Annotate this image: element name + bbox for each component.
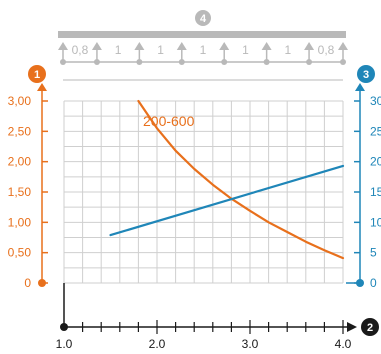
- support-triangle: [58, 42, 68, 50]
- left-axis-marker-1: [28, 65, 46, 83]
- left-axis-tick-label: 0,50: [8, 246, 32, 260]
- support-triangle: [338, 42, 348, 50]
- right-axis-marker-3: [357, 65, 375, 83]
- right-axis: 0 5 10 15 20 25 30: [346, 83, 381, 290]
- left-axis-marker-1-label: 1: [34, 69, 40, 81]
- support-triangle: [219, 42, 230, 50]
- span-length-label: 0,8: [72, 43, 89, 57]
- support-triangle: [91, 42, 102, 50]
- span-length-label: 1: [157, 43, 164, 57]
- support-node: [306, 59, 313, 65]
- bottom-axis-origin-dot: [60, 323, 68, 331]
- bottom-axis-marker-2: [361, 318, 379, 336]
- left-axis-tick-label: 1,00: [8, 215, 32, 229]
- left-axis: 0 0,50 1,00 1,50 2,00 2,50 3,00: [8, 83, 48, 290]
- support-node: [136, 59, 143, 65]
- grid: [63, 100, 344, 284]
- bottom-axis-tick-label: 2.0: [149, 337, 166, 351]
- bottom-axis-marker-2-label: 2: [367, 322, 373, 334]
- series-label: 200-600: [143, 113, 195, 129]
- support-node: [60, 59, 66, 65]
- right-axis-tick-label: 25: [370, 124, 381, 138]
- series-line-left-axis: [137, 99, 345, 260]
- span-length-label: 0,8: [318, 43, 335, 57]
- series-line-right-axis: [109, 164, 345, 237]
- span-marker-4-label: 4: [200, 13, 207, 25]
- support-node: [93, 59, 100, 65]
- span-length-label: 1: [200, 43, 207, 57]
- support-triangle: [261, 42, 272, 50]
- left-axis-tick-label: 0: [24, 276, 31, 290]
- bottom-axis: 1.0 2.0 3.0 4.0: [56, 283, 357, 351]
- support-node: [340, 59, 346, 65]
- left-axis-tick-label: 3,00: [8, 94, 32, 108]
- right-axis-tick-label: 15: [370, 185, 381, 199]
- right-axis-tick-label: 20: [370, 155, 381, 169]
- support-node: [178, 59, 185, 65]
- support-node: [221, 59, 228, 65]
- bottom-axis-tick-label: 1.0: [56, 337, 73, 351]
- left-axis-origin-dot: [38, 279, 46, 287]
- left-axis-tick-label: 2,50: [8, 124, 32, 138]
- span-beam: [58, 31, 346, 38]
- support-triangle: [134, 42, 145, 50]
- right-axis-tick-label: 0: [370, 276, 377, 290]
- support-node: [263, 59, 270, 65]
- left-axis-tick-label: 1,50: [8, 185, 32, 199]
- support-triangle: [176, 42, 187, 50]
- span-marker-4: [195, 10, 211, 26]
- span-length-label: 1: [115, 43, 122, 57]
- left-axis-arrow: [37, 83, 47, 91]
- right-axis-origin-dot: [356, 279, 364, 287]
- span-length-label: 1: [285, 43, 292, 57]
- right-axis-tick-label: 5: [370, 246, 377, 260]
- span-schematic: 4 0,8 1 1 1 1 1 0,8: [58, 10, 348, 81]
- right-axis-arrow: [355, 83, 365, 91]
- bottom-axis-tick-label: 3.0: [242, 337, 259, 351]
- right-axis-tick-label: 10: [370, 215, 381, 229]
- right-axis-marker-3-label: 3: [363, 69, 369, 81]
- right-axis-tick-label: 30: [370, 94, 381, 108]
- span-length-label: 1: [242, 43, 249, 57]
- bottom-axis-tick-label: 4.0: [335, 337, 352, 351]
- support-triangle: [304, 42, 315, 50]
- series: 200-600: [109, 99, 345, 260]
- bottom-axis-arrow: [347, 322, 357, 332]
- left-axis-tick-label: 2,00: [8, 155, 32, 169]
